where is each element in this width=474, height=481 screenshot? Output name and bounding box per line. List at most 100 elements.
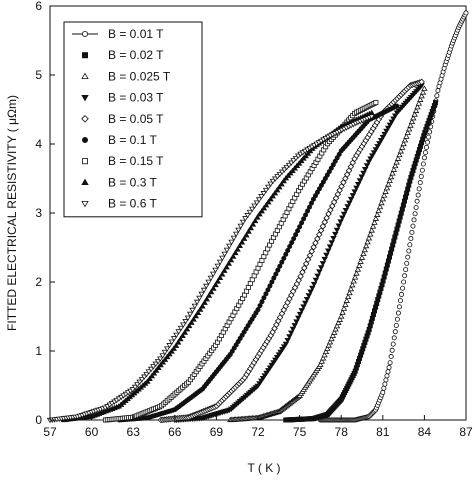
data-point [394,316,400,322]
data-point [157,356,164,362]
data-point [419,89,427,95]
data-point [396,304,402,310]
series-1 [283,100,438,423]
data-point [295,315,302,321]
data-point [296,311,304,318]
series-8 [46,114,375,424]
data-point [319,261,327,267]
data-point [276,171,283,178]
data-point [418,92,425,99]
data-point [335,223,342,229]
series-3 [171,83,425,424]
data-point [411,217,417,223]
data-point [434,93,440,99]
data-point [146,375,153,381]
data-point [194,309,202,316]
data-point [435,88,441,94]
data-point [417,96,424,102]
data-point [207,275,215,282]
data-point [404,129,411,136]
data-point [168,348,175,354]
data-point [422,150,428,156]
legend-label: B = 0.025 T [108,69,171,83]
data-point [386,177,393,183]
data-point [390,341,396,347]
data-point [285,162,293,169]
y-tick-label: 2 [35,275,42,289]
data-point [191,303,198,310]
data-point [346,200,353,206]
data-point [400,202,406,208]
data-point [369,223,377,229]
data-point [332,326,339,332]
data-point [386,254,392,260]
data-point [274,174,281,180]
legend-marker [82,158,89,165]
data-point [418,173,424,179]
data-point [375,207,382,214]
data-point [285,247,291,253]
data-point [177,325,185,332]
data-point [392,329,398,335]
data-point [310,243,317,251]
data-point [198,291,205,298]
data-point [420,161,426,167]
data-point [349,281,356,288]
data-point [414,198,420,204]
data-point [269,178,277,185]
data-point [276,183,283,190]
data-point [350,278,357,284]
data-point [129,387,136,393]
data-point [340,211,348,218]
data-point [299,220,305,226]
data-point [277,263,283,269]
data-point [175,339,182,345]
data-point [260,191,267,197]
data-point [392,234,398,240]
data-point [335,319,342,326]
data-point [408,118,416,125]
legend-label: B = 0.01 T [108,27,164,41]
data-point [381,274,387,280]
data-point [192,312,200,319]
data-point [337,219,344,225]
data-point [360,170,367,177]
data-point [324,248,332,254]
data-point [214,278,221,284]
data-point [432,100,438,106]
data-point [301,216,307,222]
data-point [184,315,192,321]
data-point [286,334,293,340]
data-point [392,162,399,169]
data-point [214,263,221,270]
x-tick-label: 57 [43,425,57,439]
data-point [384,125,392,132]
data-point [255,197,263,203]
data-point [275,267,281,273]
data-point [164,353,171,360]
x-axis-label: T ( K ) [247,461,280,475]
data-point [262,187,270,194]
data-point [343,297,350,303]
data-point [306,252,314,259]
data-point [395,310,401,316]
data-point [370,150,378,156]
data-point [177,335,184,342]
data-point [253,200,261,206]
data-point [411,111,418,117]
data-point [388,250,394,256]
data-point [225,260,232,266]
data-point [400,285,406,291]
data-point [287,330,295,336]
series-2 [227,85,428,423]
data-point [196,295,203,302]
data-point [265,184,272,191]
data-point [378,199,385,206]
data-point [368,114,375,120]
data-point [283,251,289,257]
data-point [283,165,290,171]
data-point [303,212,309,218]
data-point [390,116,397,122]
data-point [257,303,263,309]
data-point [324,345,331,351]
